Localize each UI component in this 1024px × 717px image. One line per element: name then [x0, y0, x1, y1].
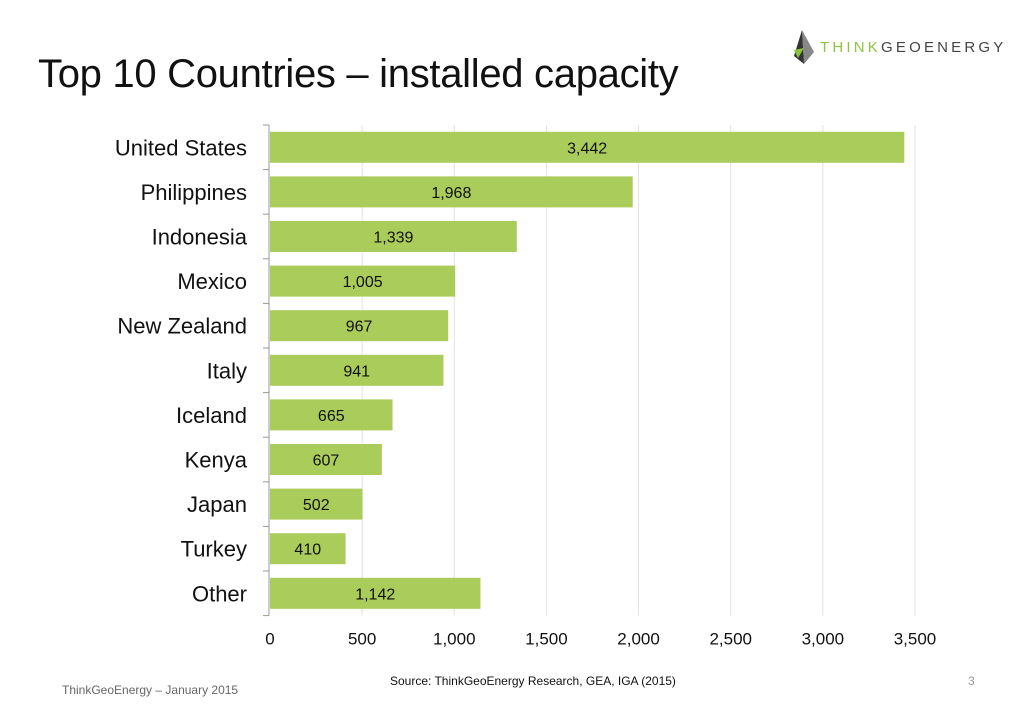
category-label: Philippines — [141, 180, 247, 205]
bar — [270, 354, 444, 386]
category-label: New Zealand — [117, 314, 247, 339]
data-label: 410 — [294, 542, 321, 559]
data-label: 607 — [313, 453, 340, 470]
data-label: 1,142 — [355, 586, 395, 603]
x-tick-label: 2,500 — [709, 630, 752, 649]
logo-text: THINKGEOENERGY — [820, 38, 1007, 56]
data-label: 502 — [303, 497, 330, 514]
logo: THINKGEOENERGY — [792, 30, 1007, 64]
page-number: 3 — [968, 674, 975, 688]
bar — [270, 131, 905, 163]
category-label: United States — [115, 135, 247, 160]
bar — [270, 310, 449, 342]
logo-mark-icon — [794, 30, 814, 64]
bar — [270, 399, 393, 431]
source-note: Source: ThinkGeoEnergy Research, GEA, IG… — [390, 674, 676, 688]
x-tick-label: 1,000 — [433, 630, 476, 649]
bar — [270, 444, 382, 475]
category-label: Turkey — [181, 537, 247, 562]
category-label: Kenya — [185, 448, 248, 473]
bar — [270, 488, 363, 520]
x-tick-label: 500 — [348, 630, 376, 649]
x-tick-label: 2,000 — [617, 630, 660, 649]
data-label: 941 — [343, 363, 370, 380]
data-label: 1,005 — [343, 274, 383, 291]
x-tick-label: 1,500 — [525, 630, 568, 649]
bar — [270, 176, 633, 208]
bar — [270, 221, 517, 252]
category-label: Japan — [187, 492, 247, 517]
x-tick-label: 3,000 — [802, 630, 845, 649]
category-label: Indonesia — [152, 225, 248, 250]
x-tick-label: 3,500 — [894, 630, 937, 649]
data-label: 3,442 — [567, 140, 607, 157]
category-label: Mexico — [177, 269, 247, 294]
data-label: 665 — [318, 408, 345, 425]
bar — [270, 533, 346, 565]
category-label: Italy — [207, 358, 247, 383]
data-label: 1,968 — [431, 185, 471, 202]
category-label: Other — [192, 581, 247, 606]
bar — [270, 265, 456, 297]
category-label: Iceland — [176, 403, 247, 428]
x-tick-label: 0 — [265, 630, 274, 649]
footer-text: ThinkGeoEnergy – January 2015 — [62, 683, 239, 697]
data-label: 1,339 — [373, 230, 413, 247]
bar — [270, 577, 481, 609]
data-label: 967 — [346, 319, 373, 336]
page-title: Top 10 Countries – installed capacity — [38, 52, 679, 96]
